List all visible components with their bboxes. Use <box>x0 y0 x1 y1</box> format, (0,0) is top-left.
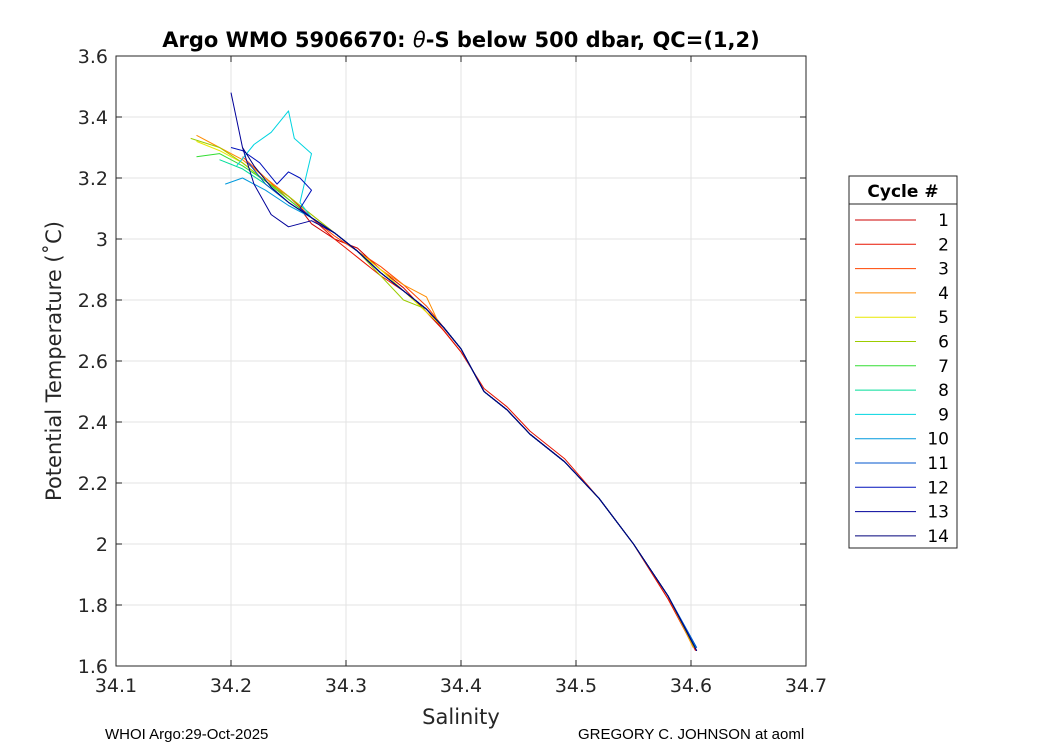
footer-left: WHOI Argo:29-Oct-2025 <box>105 726 269 743</box>
y-tick-label: 3 <box>96 229 108 251</box>
x-tick-label: 34.4 <box>440 675 482 697</box>
y-axis-label: Potential Temperature (˚C) <box>42 221 66 501</box>
legend-label-cycle-8: 8 <box>938 381 949 401</box>
legend-label-cycle-2: 2 <box>938 235 949 255</box>
x-tick-label: 34.5 <box>555 675 597 697</box>
legend-title: Cycle # <box>867 182 938 202</box>
y-tick-label: 3.2 <box>78 168 108 190</box>
x-tick-label: 34.3 <box>325 675 367 697</box>
legend-label-cycle-4: 4 <box>938 284 949 304</box>
legend-label-cycle-13: 13 <box>927 503 949 523</box>
legend-label-cycle-14: 14 <box>927 527 949 547</box>
footer-right: GREGORY C. JOHNSON at aoml <box>578 726 805 743</box>
y-tick-label: 2.8 <box>78 290 108 312</box>
y-tick-label: 2.4 <box>78 412 108 434</box>
y-tick-label: 2.6 <box>78 351 108 373</box>
legend-label-cycle-6: 6 <box>938 333 949 353</box>
chart-title: Argo WMO 5906670: θ-S below 500 dbar, QC… <box>162 28 759 52</box>
y-tick-label: 2 <box>96 534 108 556</box>
series-lines <box>190 92 698 652</box>
legend-label-cycle-10: 10 <box>927 430 949 450</box>
y-tick-label: 1.8 <box>78 595 108 617</box>
x-axis-label: Salinity <box>422 705 500 729</box>
legend-label-cycle-1: 1 <box>938 211 949 231</box>
x-tick-label: 34.7 <box>785 675 827 697</box>
y-tick-label: 3.6 <box>78 46 108 68</box>
y-tick-label: 1.6 <box>78 656 108 678</box>
legend-label-cycle-9: 9 <box>938 405 949 425</box>
legend-box <box>848 175 958 549</box>
series-line-cycle-14 <box>242 147 698 652</box>
x-tick-label: 34.6 <box>670 675 712 697</box>
x-axis-ticks: 34.1 34.2 34.3 34.4 34.5 34.6 34.7 <box>95 56 827 697</box>
legend-label-cycle-5: 5 <box>938 308 949 328</box>
legend-label-cycle-7: 7 <box>938 357 949 377</box>
legend-label-cycle-3: 3 <box>938 260 949 280</box>
x-tick-label: 34.2 <box>210 675 252 697</box>
legend-label-cycle-12: 12 <box>927 478 949 498</box>
legend-label-cycle-11: 11 <box>927 454 949 474</box>
y-tick-label: 3.4 <box>78 107 108 129</box>
y-axis-ticks: 1.6 1.8 2 2.2 2.4 2.6 2.8 3 3.2 3.4 3.6 <box>78 46 806 678</box>
x-tick-label: 34.1 <box>95 675 137 697</box>
y-tick-label: 2.2 <box>78 473 108 495</box>
